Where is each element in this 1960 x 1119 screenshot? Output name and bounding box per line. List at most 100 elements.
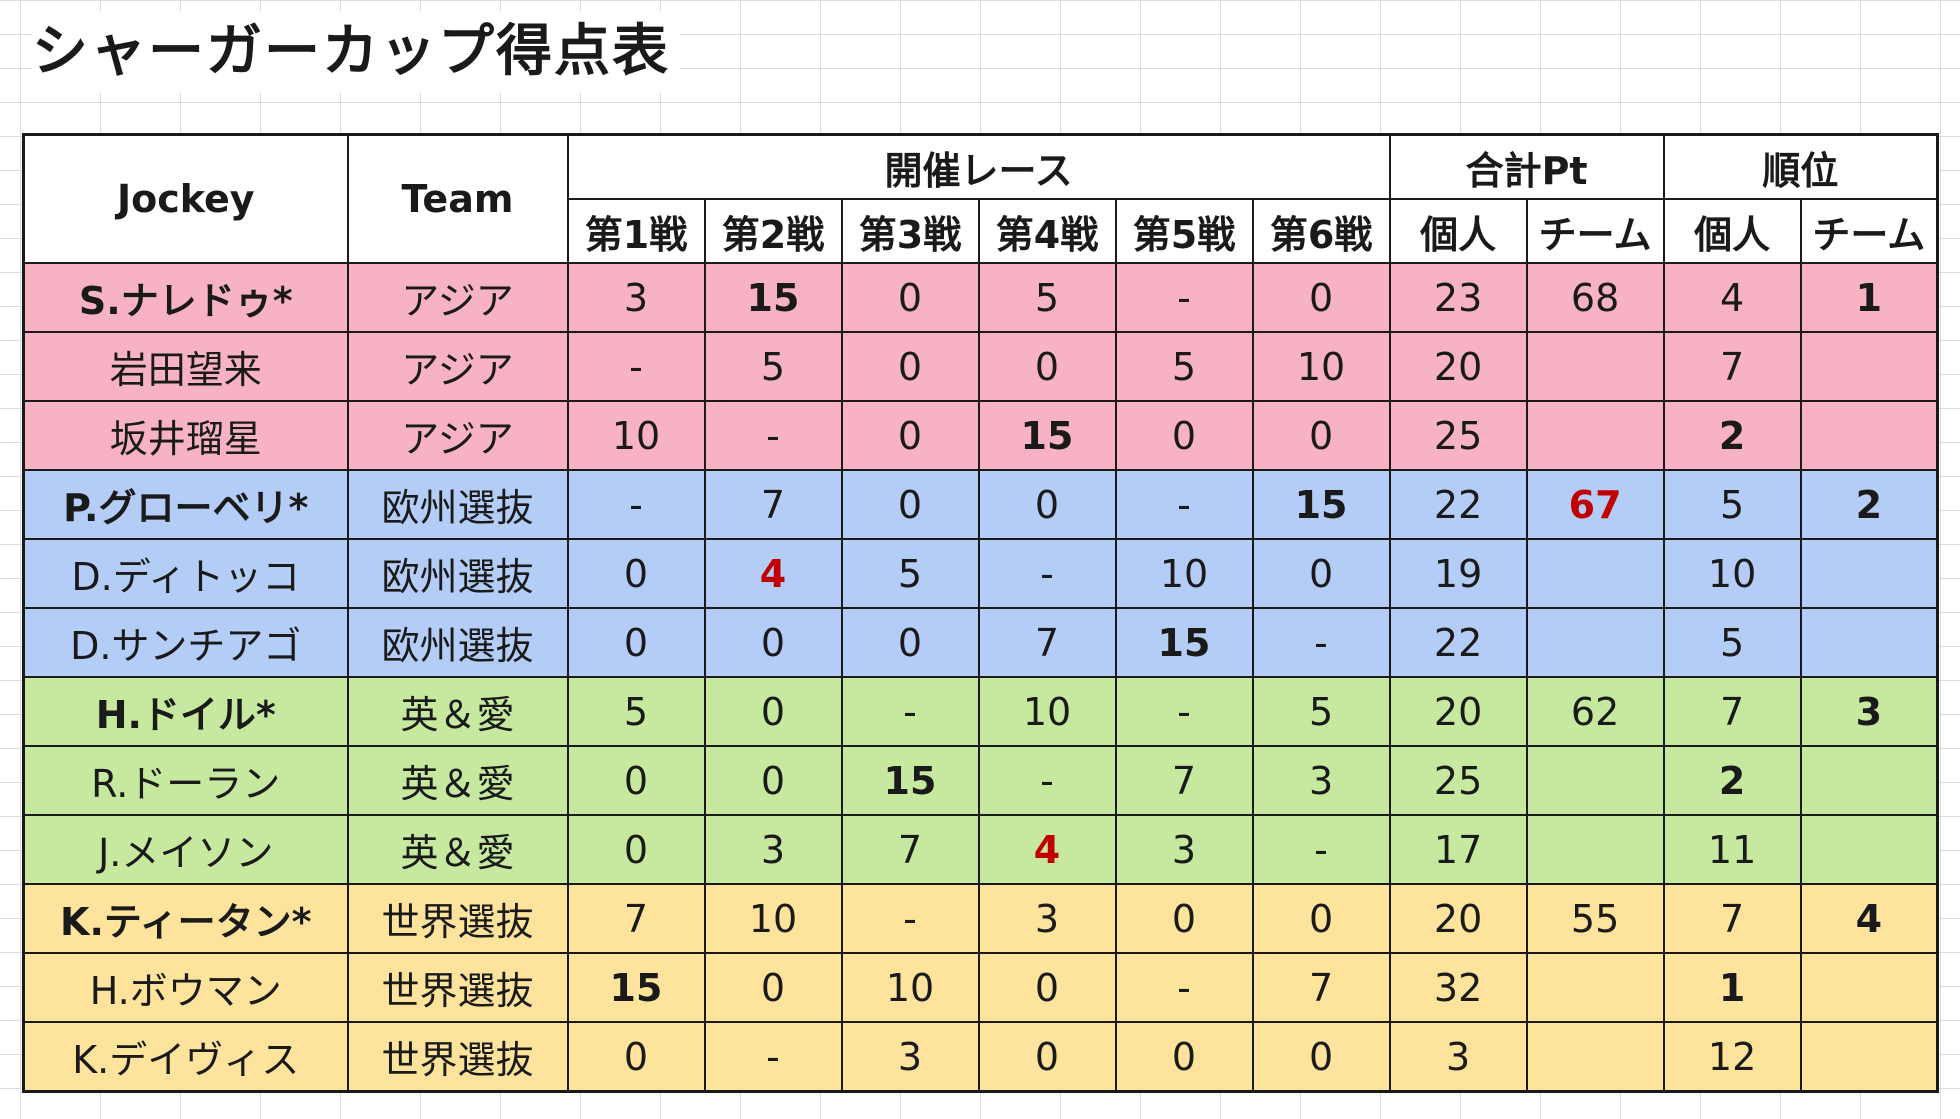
race-score: 5 [1251, 676, 1391, 747]
jockey-name: K.デイヴィス [22, 1021, 349, 1093]
race-score: - [840, 883, 980, 954]
rank-individual: 10 [1662, 538, 1802, 609]
race-score: - [1251, 814, 1391, 885]
total-individual: 22 [1388, 607, 1528, 678]
total-individual: 23 [1388, 262, 1528, 333]
race-score: 0 [1251, 538, 1391, 609]
total-team [1525, 814, 1665, 885]
race-score: 7 [840, 814, 980, 885]
race-score: 0 [566, 745, 706, 816]
race-score: 0 [703, 952, 843, 1023]
race-score: 10 [1114, 538, 1254, 609]
race-score: 0 [840, 262, 980, 333]
race-score: 0 [977, 469, 1117, 540]
race-score: 10 [1251, 331, 1391, 402]
race-score: 7 [1114, 745, 1254, 816]
jockey-name: P.グローベリ* [22, 469, 349, 540]
race-score: - [1114, 262, 1254, 333]
race-score: 5 [703, 331, 843, 402]
race-score: 0 [566, 1021, 706, 1093]
race-score: 0 [1114, 883, 1254, 954]
jockey-name: R.ドーラン [22, 745, 349, 816]
total-team [1525, 745, 1665, 816]
race-score: 0 [566, 607, 706, 678]
race-score: 3 [1251, 745, 1391, 816]
header-rank-team: チーム [1799, 198, 1939, 264]
race-score: 0 [1114, 1021, 1254, 1093]
rank-team [1799, 952, 1939, 1023]
table-row: D.サンチアゴ 欧州選抜 0 0 0 7 15 - 22 5 [22, 607, 1939, 678]
header-race-4: 第4戦 [977, 198, 1117, 264]
race-score: 0 [840, 331, 980, 402]
race-score: - [1251, 607, 1391, 678]
race-score: 0 [1251, 400, 1391, 471]
total-individual: 25 [1388, 400, 1528, 471]
team-name: 欧州選抜 [346, 469, 569, 540]
header-team: Team [346, 133, 569, 264]
total-team: 67 [1525, 469, 1665, 540]
total-team [1525, 952, 1665, 1023]
race-score: 0 [1251, 1021, 1391, 1093]
jockey-name: J.メイソン [22, 814, 349, 885]
jockey-name: D.サンチアゴ [22, 607, 349, 678]
race-score: 4 [977, 814, 1117, 885]
total-team [1525, 1021, 1665, 1093]
rank-individual: 2 [1662, 745, 1802, 816]
team-name: アジア [346, 331, 569, 402]
page-title: シャーガーカップ得点表 [32, 12, 680, 92]
rank-team: 3 [1799, 676, 1939, 747]
score-table: Jockey Team 開催レース 合計Pt 順位 第1戦 第2戦 第3戦 第4… [22, 133, 1940, 1093]
header-total-team: チーム [1525, 198, 1665, 264]
header-rank-group: 順位 [1662, 133, 1939, 200]
race-score: 10 [703, 883, 843, 954]
header-race-2: 第2戦 [703, 198, 843, 264]
race-score: 0 [1251, 883, 1391, 954]
rank-team [1799, 745, 1939, 816]
jockey-name: 岩田望来 [22, 331, 349, 402]
jockey-name: H.ドイル* [22, 676, 349, 747]
table-row: J.メイソン 英＆愛 0 3 7 4 3 - 17 11 [22, 814, 1939, 885]
rank-individual: 11 [1662, 814, 1802, 885]
race-score: 0 [703, 745, 843, 816]
jockey-name: H.ボウマン [22, 952, 349, 1023]
total-individual: 22 [1388, 469, 1528, 540]
header-race-1: 第1戦 [566, 198, 706, 264]
race-score: 15 [1251, 469, 1391, 540]
rank-team [1799, 814, 1939, 885]
race-score: 3 [703, 814, 843, 885]
race-score: 7 [703, 469, 843, 540]
race-score: - [566, 331, 706, 402]
total-team: 68 [1525, 262, 1665, 333]
race-score: 0 [566, 538, 706, 609]
table-row: K.ティータン* 世界選抜 7 10 - 3 0 0 20 55 7 4 [22, 883, 1939, 954]
team-name: 欧州選抜 [346, 538, 569, 609]
race-score: 3 [840, 1021, 980, 1093]
header-total-individual: 個人 [1388, 198, 1528, 264]
rank-team: 2 [1799, 469, 1939, 540]
rank-individual: 4 [1662, 262, 1802, 333]
table-row: H.ボウマン 世界選抜 15 0 10 0 - 7 32 1 [22, 952, 1939, 1023]
rank-team [1799, 1021, 1939, 1093]
race-score: 7 [1251, 952, 1391, 1023]
total-individual: 19 [1388, 538, 1528, 609]
race-score: - [566, 469, 706, 540]
total-team: 55 [1525, 883, 1665, 954]
table-row: K.デイヴィス 世界選抜 0 - 3 0 0 0 3 12 [22, 1021, 1939, 1093]
race-score: - [1114, 676, 1254, 747]
race-score: - [1114, 469, 1254, 540]
race-score: - [977, 745, 1117, 816]
rank-team [1799, 331, 1939, 402]
race-score: 0 [840, 400, 980, 471]
team-name: アジア [346, 262, 569, 333]
rank-individual: 5 [1662, 607, 1802, 678]
race-score: - [840, 676, 980, 747]
rank-individual: 7 [1662, 883, 1802, 954]
race-score: 15 [1114, 607, 1254, 678]
jockey-name: 坂井瑠星 [22, 400, 349, 471]
team-name: 英＆愛 [346, 745, 569, 816]
table-row: 坂井瑠星 アジア 10 - 0 15 0 0 25 2 [22, 400, 1939, 471]
race-score: 3 [566, 262, 706, 333]
race-score: 3 [977, 883, 1117, 954]
total-individual: 32 [1388, 952, 1528, 1023]
rank-team [1799, 538, 1939, 609]
